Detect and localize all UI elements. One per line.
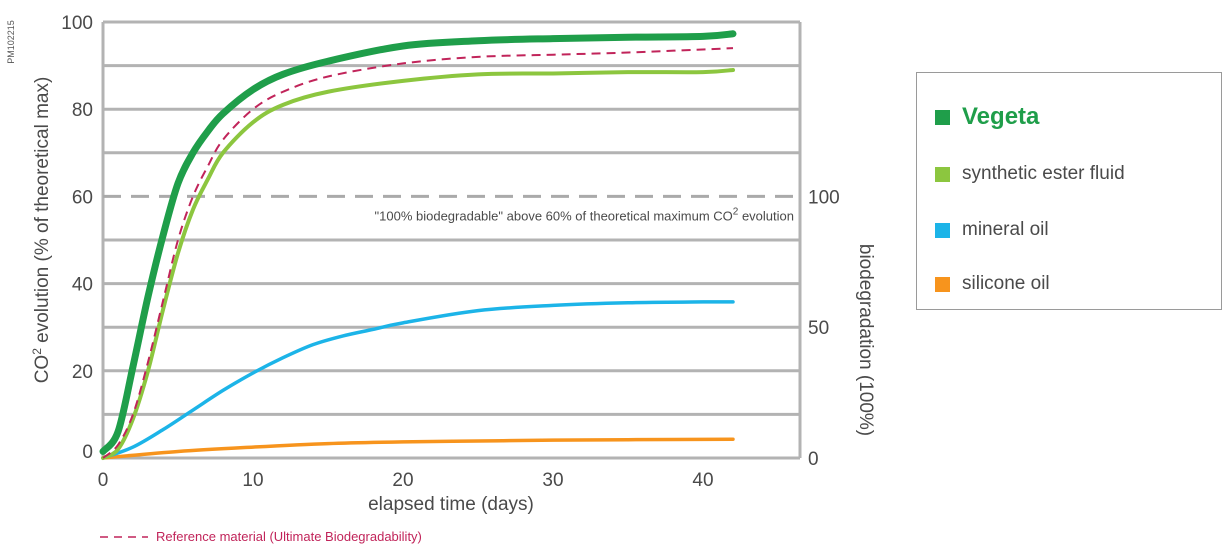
y-tick-label: 80 xyxy=(72,100,93,121)
y2-tick-labels: 0 50 100 xyxy=(808,187,840,470)
series-line-mineral-oil xyxy=(101,300,735,460)
threshold-annotation: "100% biodegradable" above 60% of theore… xyxy=(375,206,794,223)
legend-swatch xyxy=(935,109,950,125)
x-axis-title: elapsed time (days) xyxy=(368,494,534,515)
figure-code: PM102215 xyxy=(6,20,16,64)
y-tick-label: 40 xyxy=(72,275,93,296)
y-tick-labels: 0 20 40 60 80 100 xyxy=(61,13,93,463)
y-tick-label: 20 xyxy=(72,362,93,383)
legend-item: synthetic ester fluid xyxy=(935,163,1125,185)
y-tick-label: 100 xyxy=(61,13,93,34)
x-tick-label: 10 xyxy=(242,470,263,491)
series-line-synthetic-ester-fluid xyxy=(101,67,735,460)
y-axis-title: CO2 evolution (% of theoretical max) xyxy=(30,77,53,384)
legend-item: mineral oil xyxy=(935,219,1049,241)
x-tick-labels: 0 10 20 30 40 xyxy=(98,470,714,491)
x-tick-label: 30 xyxy=(542,470,563,491)
y2-tick-label: 100 xyxy=(808,187,840,208)
series-line-silicone-oil xyxy=(101,437,735,460)
y2-tick-label: 0 xyxy=(808,449,819,470)
series-layer xyxy=(99,30,737,460)
legend-label: mineral oil xyxy=(962,219,1049,240)
x-tick-label: 40 xyxy=(692,470,713,491)
legend-label: Vegeta xyxy=(962,103,1040,130)
legend-swatch xyxy=(935,166,950,182)
legend-swatch xyxy=(935,222,950,238)
reference-legend-label: Reference material (Ultimate Biodegradab… xyxy=(156,529,422,544)
x-tick-label: 0 xyxy=(98,470,109,491)
legend-label: synthetic ester fluid xyxy=(962,163,1125,184)
y-tick-label: 0 xyxy=(82,442,93,463)
y2-tick-label: 50 xyxy=(808,318,829,339)
x-tick-label: 20 xyxy=(392,470,413,491)
legend-label: silicone oil xyxy=(962,273,1050,294)
legend-item: Vegeta xyxy=(935,103,1039,131)
legend: Vegeta synthetic ester fluid mineral oil si… xyxy=(916,72,1222,310)
gridlines xyxy=(101,20,802,460)
y-tick-label: 60 xyxy=(72,187,93,208)
legend-item: silicone oil xyxy=(935,273,1050,295)
y2-axis-title: biodegradation (100%) xyxy=(855,244,876,436)
series-line-vegeta xyxy=(99,30,737,455)
legend-swatch xyxy=(935,276,950,292)
